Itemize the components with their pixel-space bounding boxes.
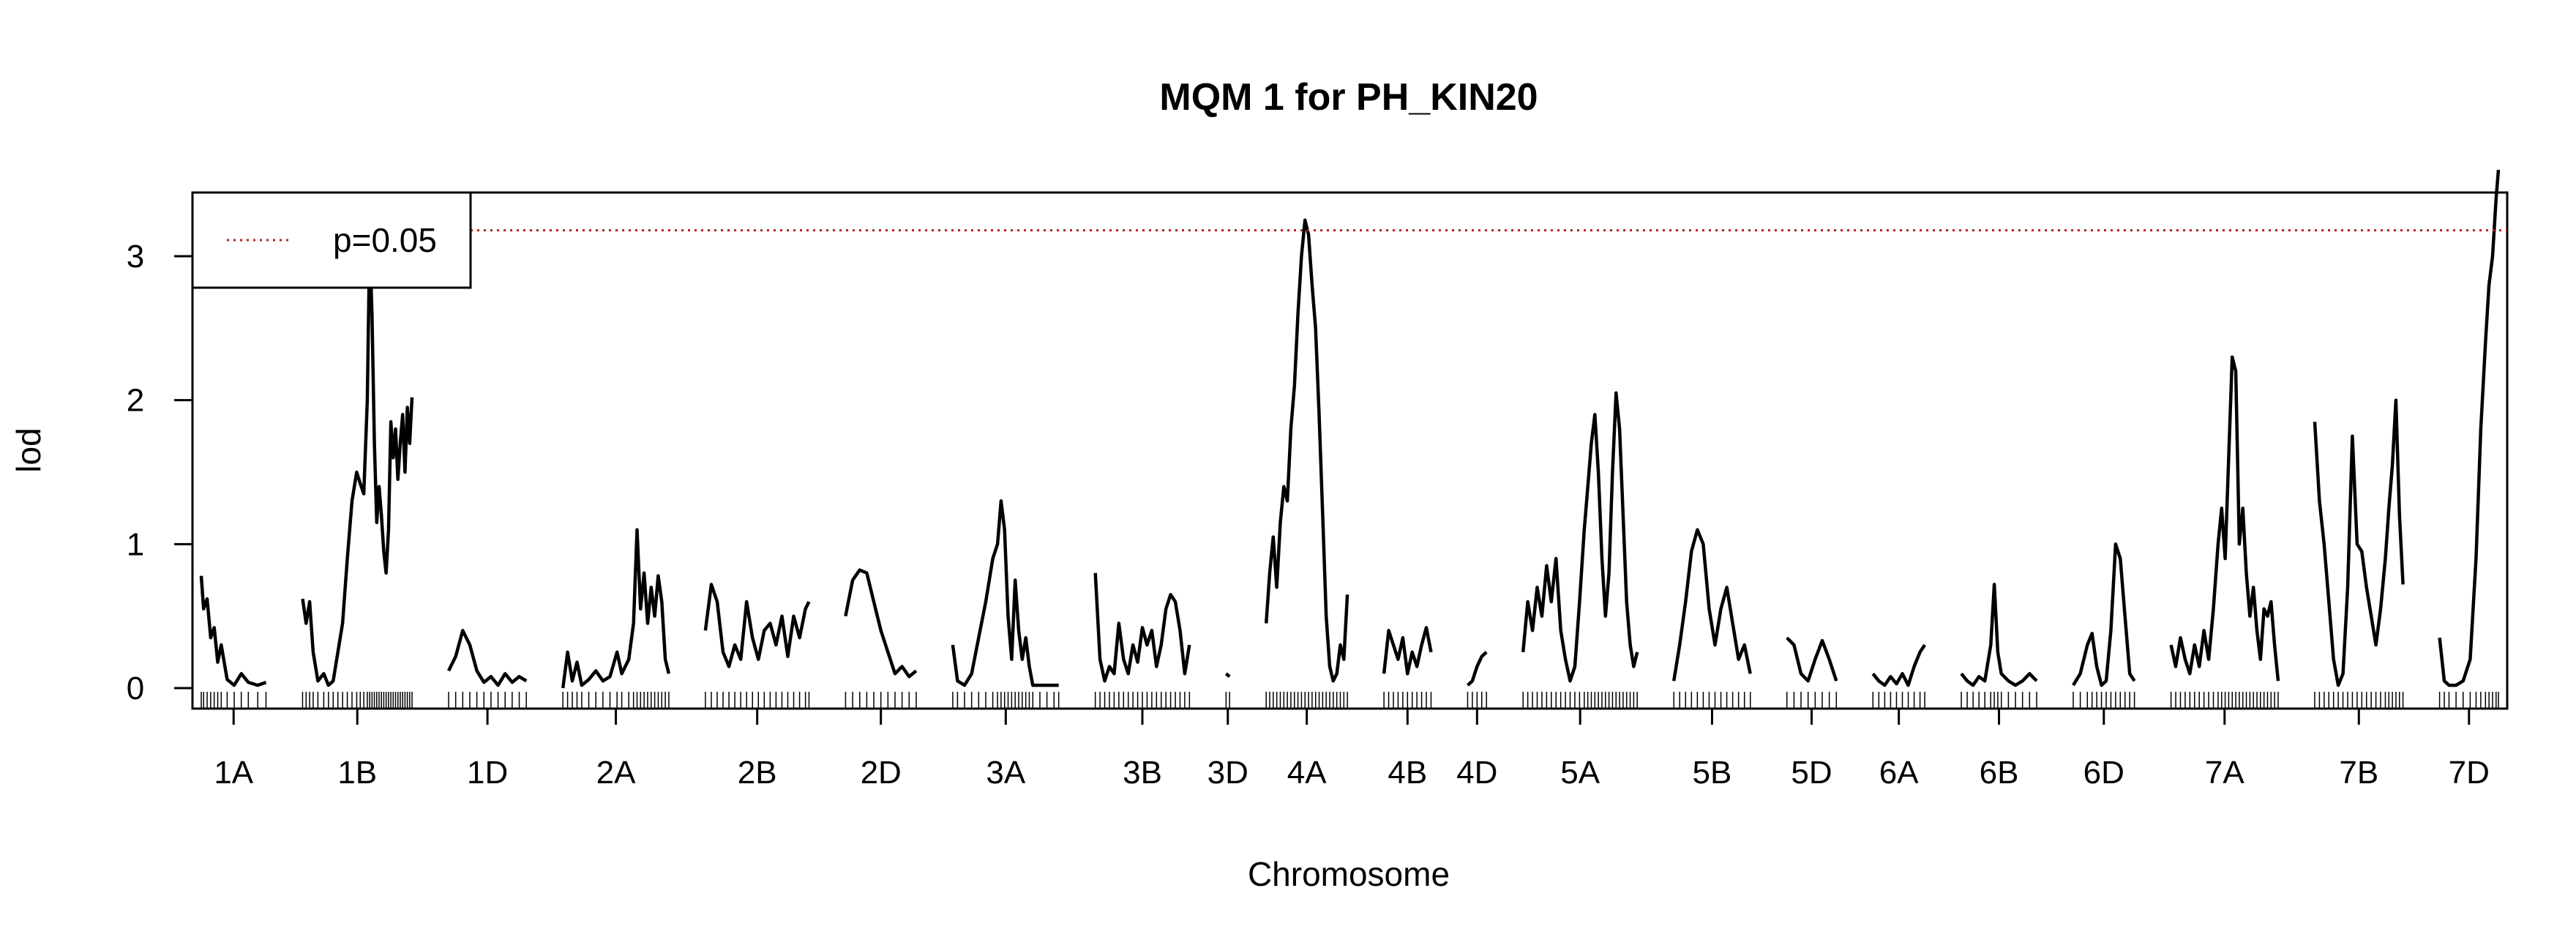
- chromosome-label: 5A: [1560, 755, 1600, 791]
- legend: p=0.05: [191, 191, 472, 289]
- chromosome-label: 4A: [1287, 755, 1327, 791]
- chromosome-label: 6D: [2083, 755, 2124, 791]
- chromosome-label: 3D: [1208, 755, 1248, 791]
- plot-frame: [191, 191, 2509, 710]
- chromosome-label: 1D: [467, 755, 508, 791]
- chromosome-label: 3A: [986, 755, 1025, 791]
- lod-curve-3a: [951, 499, 1059, 687]
- chromosome-label: 2D: [861, 755, 902, 791]
- lod-curve-2b: [703, 583, 811, 668]
- chromosome-label: 7D: [2449, 755, 2490, 791]
- lod-curve-5b: [1671, 528, 1752, 682]
- lod-curves: [199, 169, 2501, 689]
- lod-curve-4a: [1264, 218, 1349, 683]
- lod-curve-6a: [1871, 643, 1926, 687]
- marker-rug: [201, 692, 2499, 709]
- lod-curve-2d: [844, 568, 918, 679]
- lod-curve-1a: [199, 575, 267, 687]
- chromosome-label: 5B: [1693, 755, 1732, 791]
- lod-curve-6b: [1960, 583, 2038, 687]
- chart-title: MQM 1 for PH_KIN20: [1159, 76, 1538, 119]
- chromosome-label: 3B: [1123, 755, 1162, 791]
- lod-curve-5a: [1521, 391, 1639, 683]
- lod-curve-1d: [446, 629, 528, 687]
- lod-curve-1b: [301, 240, 414, 687]
- y-tick-label: 0: [127, 671, 144, 706]
- chromosome-label: 1A: [214, 755, 253, 791]
- chromosome-label: 2A: [596, 755, 636, 791]
- x-axis-title: Chromosome: [1248, 855, 1450, 893]
- legend-label: p=0.05: [333, 221, 437, 259]
- lod-curve-5d: [1786, 636, 1838, 683]
- chromosome-label: 4D: [1456, 755, 1497, 791]
- lod-curve-3b: [1093, 572, 1191, 683]
- chromosome-label: 6A: [1879, 755, 1919, 791]
- lod-curve-7b: [2313, 398, 2405, 687]
- y-tick-label: 1: [127, 526, 144, 562]
- y-tick-label: 2: [127, 383, 144, 419]
- y-axis: 0 1 2 3: [127, 239, 192, 706]
- chromosome-label: 7A: [2205, 755, 2244, 791]
- lod-curve-7a: [2169, 355, 2280, 682]
- chromosome-label: 4B: [1388, 755, 1427, 791]
- lod-curve-2a: [561, 528, 671, 689]
- lod-curve-4d: [1466, 651, 1488, 687]
- lod-curve-3d: [1224, 672, 1231, 679]
- chromosome-label: 5D: [1791, 755, 1832, 791]
- chromosome-labels: 1A 1B 1D 2A 2B 2D 3A 3B 3D 4A 4B 4D 5A 5B 5D 6A 6B 6D 7A 7B…: [214, 709, 2490, 791]
- lod-curve-4b: [1382, 626, 1433, 676]
- lod-curve-6d: [2072, 542, 2136, 687]
- lod-curve-7d: [2438, 169, 2501, 687]
- legend-box: [191, 191, 472, 289]
- chromosome-label: 6B: [1980, 755, 2019, 791]
- chromosome-label: 2B: [738, 755, 777, 791]
- y-axis-title: lod: [10, 428, 48, 472]
- chromosome-label: 1B: [337, 755, 377, 791]
- chromosome-label: 7B: [2339, 755, 2378, 791]
- y-tick-label: 3: [127, 239, 144, 275]
